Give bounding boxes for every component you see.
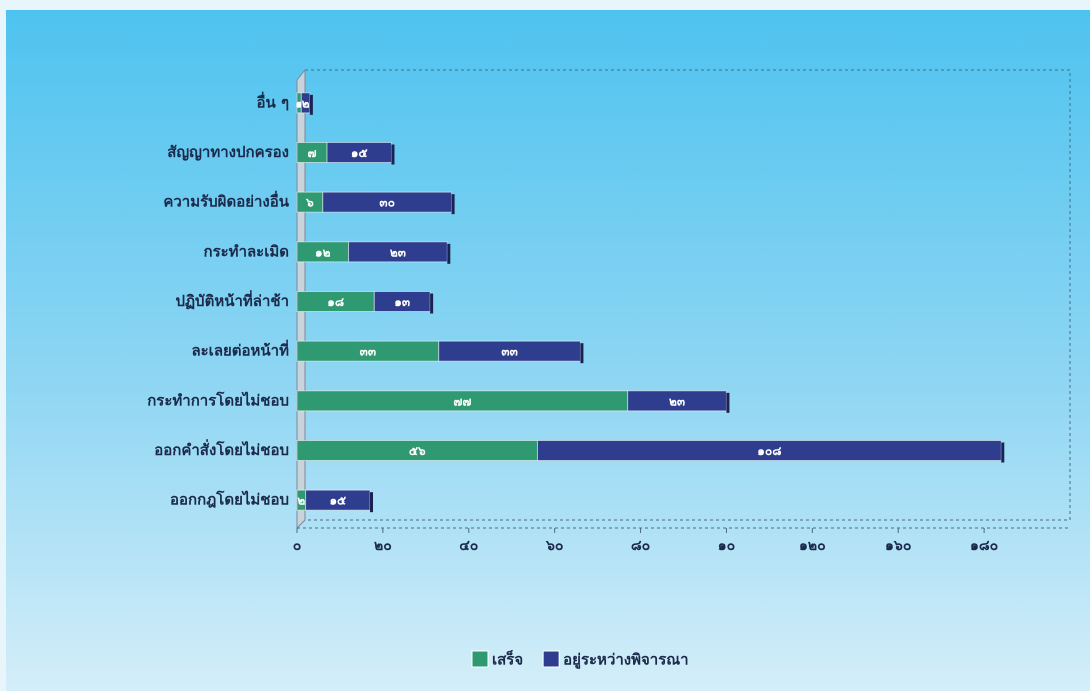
bar-value-label: ๑๕: [351, 146, 368, 160]
y-tick-label: กระทำละเมิด: [203, 242, 289, 260]
bar-value-label: ๓๓: [360, 345, 376, 359]
bar-value-label: ๑๓: [394, 295, 410, 309]
x-tick-label: ๔๐: [459, 538, 478, 554]
bar-shade: [430, 293, 434, 314]
bar-value-label: ๑๕: [329, 494, 346, 508]
bar-shade: [1001, 442, 1005, 463]
y-tick-label: ออกกฎโดยไม่ชอบ: [170, 490, 289, 509]
bar-shade: [726, 392, 730, 413]
y-tick-label: กระทำการโดยไม่ชอบ: [147, 390, 289, 409]
x-tick-label: ๖๐: [545, 538, 563, 554]
bar-value-label: ๗๗: [453, 394, 471, 408]
legend-label: เสร็จ: [492, 650, 523, 669]
bar-value-label: ๖: [305, 196, 314, 210]
bar-shade: [447, 243, 451, 264]
y-tick-label: ปฏิบัติหน้าที่ล่าช้า: [175, 290, 289, 310]
bar-shade: [391, 144, 395, 165]
legend-swatch: [542, 650, 560, 668]
bar-segment: [326, 142, 392, 163]
bar-value-label: ๑: [295, 96, 303, 110]
x-tick-label: ๑๘๐: [970, 538, 998, 554]
bar-value-label: ๓๐: [379, 196, 395, 210]
bar-value-label: ๒๓: [390, 245, 406, 259]
y-tick-label: ความรับผิดอย่างอื่น: [163, 191, 289, 211]
bar-value-label: ๓๓: [501, 345, 517, 359]
bar-shade: [309, 94, 313, 115]
x-tick-label: ๑๒๐: [799, 538, 826, 554]
bar-value-label: ๗: [308, 146, 317, 160]
bar-segment: [322, 191, 453, 213]
y-tick-label: สัญญาทางปกครอง: [167, 143, 289, 161]
bar-value-label: ๑๐๘: [757, 444, 781, 458]
y-tick-label: ออกคำสั่งโดยไม่ชอบ: [154, 439, 289, 459]
y-tick-label: อื่น ๆ: [256, 91, 289, 111]
x-tick-label: ๐: [293, 538, 302, 554]
x-tick-label: ๒๐: [374, 538, 392, 554]
bar-shade: [580, 343, 584, 364]
bar-value-label: ๕๖: [409, 444, 426, 458]
bar-value-label: ๑๘: [327, 295, 344, 309]
x-tick-label: ๘๐: [631, 538, 650, 554]
bar-shade: [370, 492, 374, 513]
bar-value-label: ๒๓: [669, 394, 685, 408]
bar-value-label: ๑๒: [315, 245, 331, 259]
x-tick-label: ๑๖๐: [885, 538, 911, 554]
legend-label: อยู่ระหว่างพิจารณา: [563, 651, 688, 670]
bar-shade: [451, 194, 455, 215]
bar-value-label: ๒: [302, 96, 310, 110]
y-tick-label: ละเลยต่อหน้าที่: [191, 340, 289, 360]
x-tick-label: ๑๐: [718, 538, 735, 554]
bar-value-label: ๒: [297, 494, 305, 508]
legend-swatch: [471, 650, 489, 668]
